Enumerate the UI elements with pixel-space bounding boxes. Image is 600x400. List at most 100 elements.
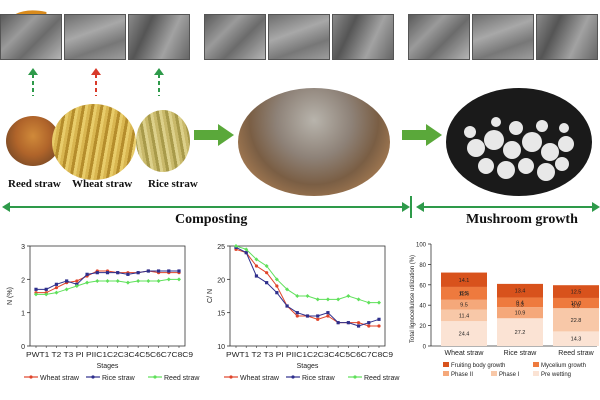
data-point <box>74 284 79 288</box>
data-point <box>325 297 330 302</box>
data-point <box>316 317 320 321</box>
data-point <box>367 321 371 325</box>
sem-image-compost-1 <box>204 14 266 60</box>
y-axis-label: Total lignocellulose utilization (%) <box>410 255 416 343</box>
data-point <box>166 277 171 282</box>
data-point <box>346 321 350 325</box>
data-point <box>105 271 110 275</box>
bar-value-label: 12.6 <box>459 291 470 297</box>
legend-label: Reed straw <box>164 375 200 382</box>
data-point <box>295 314 299 318</box>
data-point <box>177 269 181 273</box>
data-point <box>75 279 79 283</box>
data-point <box>315 297 320 302</box>
stage-divider <box>410 196 412 218</box>
y-axis-label: C/ N <box>207 289 214 303</box>
data-point <box>336 321 340 325</box>
legend-swatch <box>533 362 539 367</box>
legend-label: Pre wetting <box>541 372 571 378</box>
data-point <box>254 274 259 278</box>
bar-value-label: 13.4 <box>515 289 526 295</box>
data-point <box>115 279 120 283</box>
data-point <box>285 304 289 308</box>
legend-marker <box>29 375 33 379</box>
bar-value-label: 22.8 <box>571 318 582 324</box>
data-point <box>275 284 279 288</box>
data-point <box>34 287 38 291</box>
bar-segment <box>553 308 599 332</box>
data-point <box>244 247 249 252</box>
y-tick-label: 1 <box>21 311 25 318</box>
data-point <box>254 264 259 268</box>
bar-value-label: 10.0 <box>571 301 582 307</box>
data-point <box>126 272 130 276</box>
y-tick-label: 0 <box>423 345 427 351</box>
legend-label: Mycelium growth <box>541 363 586 369</box>
data-point <box>234 244 238 248</box>
data-point <box>295 294 300 298</box>
y-tick-label: 20 <box>217 277 225 284</box>
data-point <box>85 272 89 276</box>
sem-image-compost-3 <box>332 14 394 60</box>
bar-segment <box>441 272 487 287</box>
data-point <box>54 290 59 295</box>
data-point <box>125 280 130 285</box>
legend-marker <box>353 375 357 379</box>
mushroom-range-line <box>422 206 594 208</box>
x-tick-labels: PWT1 T2 T3 PI PIIC1C2C3C4C5C6C7C8C9 <box>26 352 193 359</box>
data-point <box>95 279 100 283</box>
bar-value-label: 14.1 <box>459 278 470 284</box>
data-point <box>54 286 59 290</box>
legend-label: Wheat straw <box>240 375 280 382</box>
reed-straw-label: Reed straw <box>8 178 61 190</box>
bar-value-label: 11.4 <box>459 313 469 319</box>
x-tick-label: Rice straw <box>504 350 538 357</box>
data-point <box>54 282 59 286</box>
sem-image-rice <box>128 14 190 60</box>
data-point <box>326 311 330 315</box>
legend-marker <box>153 375 157 379</box>
reed-straw-image <box>6 116 60 166</box>
bar-segment <box>441 286 487 300</box>
bar-value-label: 9.5 <box>460 303 468 309</box>
bar-value-label: 9.4 <box>516 300 524 306</box>
sem-image-wheat <box>64 14 126 60</box>
data-point <box>64 287 69 292</box>
bar-segment <box>553 331 599 346</box>
data-point <box>44 292 49 297</box>
mushroom-image <box>446 88 592 196</box>
x-axis-label: Stages <box>97 363 119 370</box>
bar-value-label: 27.2 <box>515 330 526 336</box>
right-arrow-icon <box>402 124 442 146</box>
right-arrow-icon <box>194 124 234 146</box>
y-tick-label: 3 <box>21 244 25 251</box>
data-point <box>285 287 290 292</box>
data-point <box>156 269 161 273</box>
data-point <box>356 297 361 302</box>
legend-label: Rice straw <box>102 375 136 382</box>
composting-range-line <box>8 206 406 208</box>
bar-segment <box>497 318 543 346</box>
data-point <box>356 324 361 328</box>
data-point <box>85 280 90 285</box>
sem-image-mushroom-2 <box>472 14 534 60</box>
legend-label: Phase I <box>499 372 520 378</box>
right-arrow-icon <box>402 202 410 212</box>
data-point <box>316 314 320 318</box>
bar-value-label: 14.3 <box>571 337 582 343</box>
legend-swatch <box>491 371 497 376</box>
data-point <box>377 324 381 328</box>
legend-swatch <box>533 371 539 376</box>
left-arrow-icon <box>416 202 424 212</box>
sem-images-compost <box>204 14 396 60</box>
data-point <box>275 291 279 295</box>
y-tick-label: 20 <box>419 324 426 330</box>
legend-swatch <box>443 371 449 376</box>
bar-value-label: 5.3 <box>516 302 524 308</box>
data-point <box>177 277 181 282</box>
data-point <box>265 271 269 275</box>
legend-label: Rice straw <box>302 375 336 382</box>
data-point <box>167 269 171 273</box>
bar-segment <box>497 297 543 308</box>
